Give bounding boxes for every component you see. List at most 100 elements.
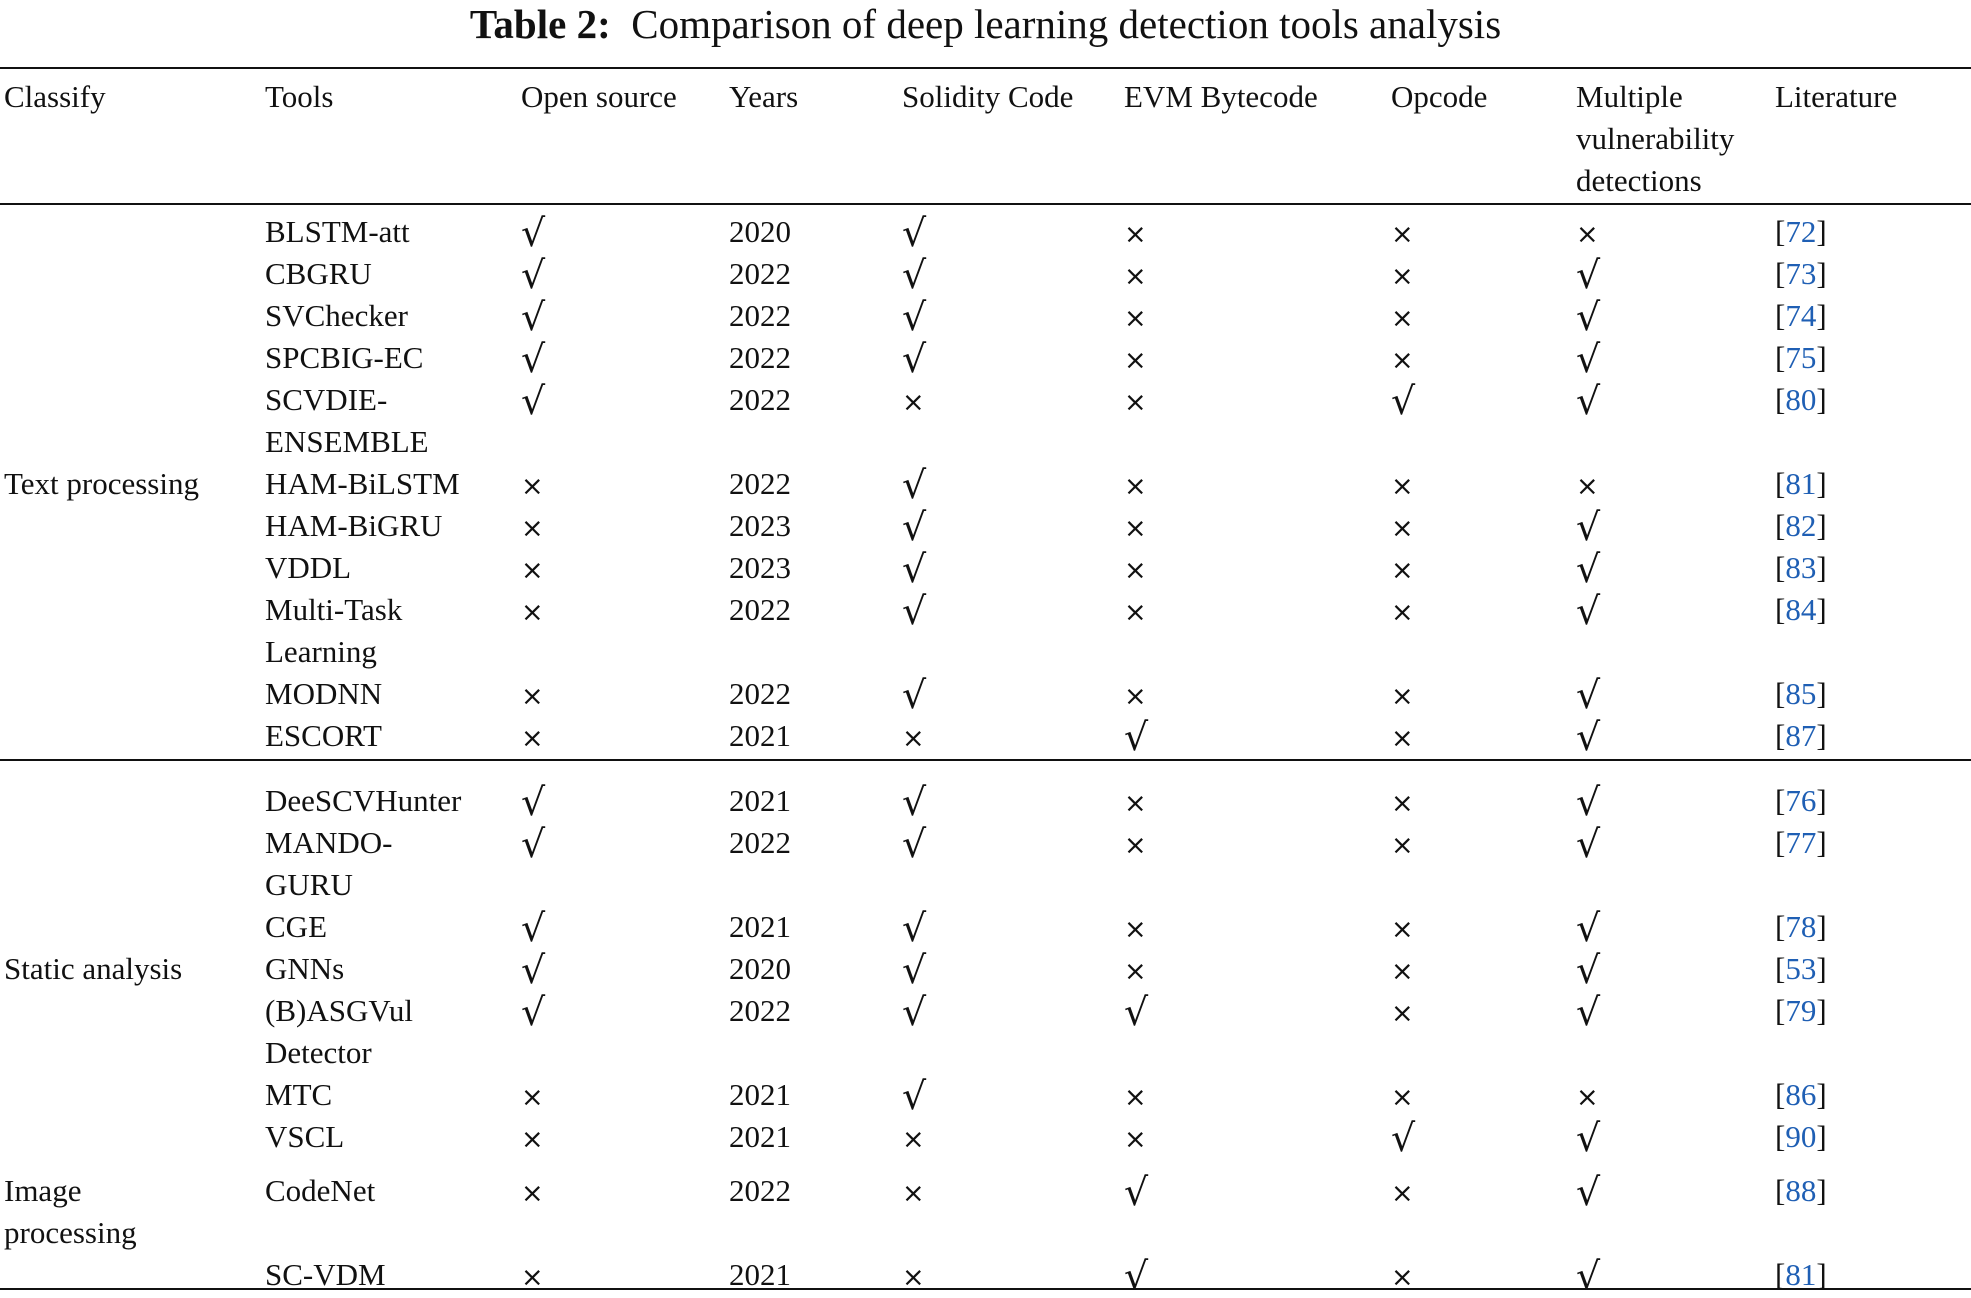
header-tools: Tools [265, 79, 334, 114]
reference-link[interactable]: 86 [1785, 1077, 1817, 1112]
solidity-code-mark: √ [902, 822, 927, 866]
header-multiple-line-2: vulnerability [1576, 121, 1735, 156]
reference-link[interactable]: 53 [1785, 951, 1817, 986]
tool-name: Multi-Task [265, 592, 403, 627]
reference-link[interactable]: 81 [1785, 466, 1817, 501]
category-label: processing [4, 1215, 137, 1250]
bracket-close: ] [1816, 718, 1827, 753]
bracket-open: [ [1775, 256, 1786, 291]
multiple-detection-mark: √ [1576, 780, 1601, 824]
multiple-detection-mark: × [1576, 1082, 1599, 1113]
reference-link[interactable]: 72 [1785, 214, 1817, 249]
year-cell: 2022 [729, 676, 791, 711]
solidity-code-mark: √ [902, 253, 927, 297]
solidity-code-mark: √ [902, 295, 927, 339]
solidity-code-mark: √ [902, 211, 927, 255]
opcode-mark: × [1391, 555, 1414, 586]
tool-name: VDDL [265, 550, 352, 585]
bottom-rule [0, 1288, 1971, 1290]
opcode-mark: × [1391, 1178, 1414, 1209]
year-cell: 2020 [729, 951, 791, 986]
solidity-code-mark: √ [902, 990, 927, 1034]
reference-link[interactable]: 73 [1785, 256, 1817, 291]
opcode-mark: √ [1391, 1116, 1416, 1160]
reference-link[interactable]: 84 [1785, 592, 1817, 627]
solidity-code-mark: √ [902, 463, 927, 507]
reference-link[interactable]: 80 [1785, 382, 1817, 417]
opcode-mark: × [1391, 597, 1414, 628]
bracket-open: [ [1775, 340, 1786, 375]
multiple-detection-mark: × [1576, 471, 1599, 502]
opcode-mark: × [1391, 788, 1414, 819]
bracket-close: ] [1816, 825, 1827, 860]
evm-bytecode-mark: √ [1124, 715, 1149, 759]
open-source-mark: × [521, 1124, 544, 1155]
solidity-code-mark: × [902, 1178, 925, 1209]
header-open-source: Open source [521, 79, 677, 114]
open-source-mark: √ [521, 990, 546, 1034]
header-opcode: Opcode [1391, 79, 1488, 114]
literature-reference: [77] [1775, 822, 1827, 864]
reference-link[interactable]: 88 [1785, 1173, 1817, 1208]
bracket-open: [ [1775, 592, 1786, 627]
literature-reference: [90] [1775, 1116, 1827, 1158]
evm-bytecode-mark: × [1124, 788, 1147, 819]
literature-reference: [73] [1775, 253, 1827, 295]
evm-bytecode-mark: × [1124, 1124, 1147, 1155]
year-cell: 2022 [729, 1173, 791, 1208]
bracket-open: [ [1775, 508, 1786, 543]
bracket-open: [ [1775, 466, 1786, 501]
evm-bytecode-mark: √ [1124, 1170, 1149, 1214]
bracket-close: ] [1816, 1257, 1827, 1292]
year-cell: 2022 [729, 256, 791, 291]
header-multiple-line-3: detections [1576, 163, 1702, 198]
solidity-code-mark: √ [902, 547, 927, 591]
multiple-detection-mark: √ [1576, 990, 1601, 1034]
reference-link[interactable]: 87 [1785, 718, 1817, 753]
solidity-code-mark: × [902, 387, 925, 418]
solidity-code-mark: √ [902, 906, 927, 950]
multiple-detection-mark: √ [1576, 295, 1601, 339]
header-multiple-line-1: Multiple [1576, 79, 1683, 114]
reference-link[interactable]: 74 [1785, 298, 1817, 333]
tool-name: HAM-BiGRU [265, 508, 443, 543]
literature-reference: [81] [1775, 463, 1827, 505]
literature-reference: [88] [1775, 1170, 1827, 1212]
bracket-close: ] [1816, 676, 1827, 711]
opcode-mark: × [1391, 1262, 1414, 1293]
evm-bytecode-mark: × [1124, 513, 1147, 544]
tool-name: SVChecker [265, 298, 408, 333]
reference-link[interactable]: 83 [1785, 550, 1817, 585]
reference-link[interactable]: 76 [1785, 783, 1817, 818]
opcode-mark: × [1391, 219, 1414, 250]
reference-link[interactable]: 81 [1785, 1257, 1817, 1292]
bracket-close: ] [1816, 1173, 1827, 1208]
category-label: Image [4, 1173, 82, 1208]
header-literature: Literature [1775, 79, 1898, 114]
tool-name: GURU [265, 867, 353, 902]
year-cell: 2022 [729, 340, 791, 375]
literature-reference: [85] [1775, 673, 1827, 715]
literature-reference: [87] [1775, 715, 1827, 757]
reference-link[interactable]: 82 [1785, 508, 1817, 543]
reference-link[interactable]: 85 [1785, 676, 1817, 711]
reference-link[interactable]: 75 [1785, 340, 1817, 375]
year-cell: 2023 [729, 550, 791, 585]
reference-link[interactable]: 79 [1785, 993, 1817, 1028]
bracket-open: [ [1775, 676, 1786, 711]
opcode-mark: × [1391, 830, 1414, 861]
evm-bytecode-mark: × [1124, 1082, 1147, 1113]
reference-link[interactable]: 90 [1785, 1119, 1817, 1154]
table-caption: Table 2: Comparison of deep learning det… [0, 0, 1971, 48]
bracket-open: [ [1775, 1077, 1786, 1112]
open-source-mark: √ [521, 780, 546, 824]
evm-bytecode-mark: × [1124, 597, 1147, 628]
caption-text: Comparison of deep learning detection to… [631, 1, 1502, 47]
reference-link[interactable]: 78 [1785, 909, 1817, 944]
header-years: Years [729, 79, 799, 114]
tool-name: CodeNet [265, 1173, 376, 1208]
year-cell: 2021 [729, 718, 791, 753]
solidity-code-mark: √ [902, 673, 927, 717]
reference-link[interactable]: 77 [1785, 825, 1817, 860]
open-source-mark: × [521, 681, 544, 712]
